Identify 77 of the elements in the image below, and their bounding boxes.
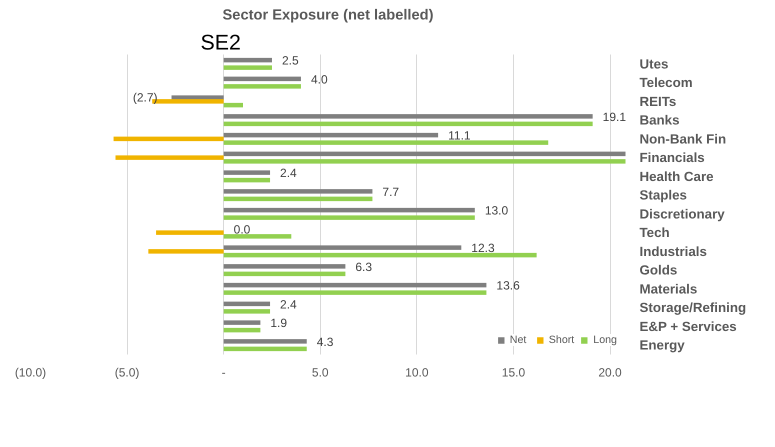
y-tick-label: Staples bbox=[640, 188, 687, 203]
data-label: 4.0 bbox=[310, 72, 328, 86]
x-tick-label: 15.0 bbox=[502, 366, 526, 380]
y-tick-label: Tech bbox=[640, 225, 670, 240]
bar bbox=[224, 189, 372, 194]
bar bbox=[224, 58, 272, 62]
bar bbox=[224, 346, 307, 352]
bar bbox=[156, 230, 224, 235]
bar bbox=[224, 252, 537, 258]
y-tick-label: Non-Bank Fin bbox=[640, 131, 726, 146]
bar bbox=[224, 159, 626, 164]
data-label: 2.4 bbox=[280, 297, 298, 312]
bar bbox=[224, 65, 272, 70]
data-label: 12.3 bbox=[471, 241, 495, 256]
y-tick-label: Golds bbox=[640, 262, 678, 278]
y-tick-label: REITs bbox=[640, 94, 676, 109]
data-label: 2.4 bbox=[280, 166, 298, 180]
x-tick-label: 20.0 bbox=[598, 366, 622, 380]
y-tick-label: E&P + Services bbox=[640, 318, 737, 334]
bar bbox=[224, 114, 593, 119]
bar bbox=[224, 208, 475, 212]
bar bbox=[224, 309, 270, 314]
y-tick-label: Banks bbox=[640, 112, 680, 128]
bar bbox=[224, 84, 301, 89]
bar bbox=[224, 245, 462, 250]
bar bbox=[116, 155, 224, 160]
bar bbox=[224, 339, 307, 344]
y-tick-label: Energy bbox=[640, 338, 686, 353]
y-tick-label: Industrials bbox=[640, 244, 707, 259]
bar bbox=[224, 234, 292, 239]
data-label: 0.0 bbox=[234, 222, 251, 236]
bar bbox=[224, 196, 372, 202]
y-tick-label: Storage/Refining bbox=[640, 300, 746, 316]
bar bbox=[224, 76, 301, 82]
y-tick-label: Telecom bbox=[640, 75, 693, 90]
bar bbox=[148, 249, 224, 254]
y-tick-label: Health Care bbox=[640, 168, 714, 184]
annotation: SE2 bbox=[200, 30, 241, 54]
x-tick-label: 10.0 bbox=[405, 366, 429, 380]
data-label: 2.5 bbox=[282, 54, 299, 68]
chart-title: Sector Exposure (net labelled) bbox=[222, 8, 434, 24]
bar bbox=[224, 102, 243, 108]
data-label: 7.7 bbox=[382, 184, 400, 199]
data-label: 13.6 bbox=[496, 278, 520, 293]
bar bbox=[224, 152, 626, 156]
bar bbox=[114, 136, 224, 142]
y-tick-label: Materials bbox=[640, 281, 698, 296]
data-label: 11.1 bbox=[448, 128, 471, 143]
x-tick-label: (10.0) bbox=[14, 366, 46, 380]
bar bbox=[224, 302, 270, 306]
x-tick-label: (5.0) bbox=[114, 366, 140, 380]
bar bbox=[224, 132, 438, 138]
x-tick-label: - bbox=[222, 366, 226, 380]
data-label: 13.0 bbox=[484, 204, 508, 218]
data-label: (2.7) bbox=[132, 90, 158, 105]
legend-label: Short bbox=[548, 334, 574, 346]
bar bbox=[224, 122, 593, 126]
bar bbox=[224, 290, 486, 295]
y-tick-label: Utes bbox=[640, 56, 668, 72]
bar bbox=[224, 264, 346, 269]
bar bbox=[224, 140, 548, 145]
bar bbox=[224, 328, 260, 332]
data-label: 4.3 bbox=[316, 334, 334, 349]
data-label: 6.3 bbox=[355, 260, 372, 274]
bar bbox=[224, 320, 260, 325]
y-tick-label: Financials bbox=[640, 150, 705, 166]
legend-label: Net bbox=[510, 334, 528, 346]
bar bbox=[224, 282, 486, 288]
bar bbox=[224, 272, 346, 276]
bar bbox=[224, 178, 270, 182]
bar bbox=[224, 215, 475, 220]
legend-label: Long bbox=[593, 334, 617, 346]
data-label: 19.1 bbox=[602, 110, 626, 124]
bar bbox=[224, 170, 270, 175]
y-tick-label: Discretionary bbox=[640, 206, 726, 222]
data-label: 1.9 bbox=[270, 316, 288, 330]
x-tick-label: 5.0 bbox=[312, 366, 329, 380]
